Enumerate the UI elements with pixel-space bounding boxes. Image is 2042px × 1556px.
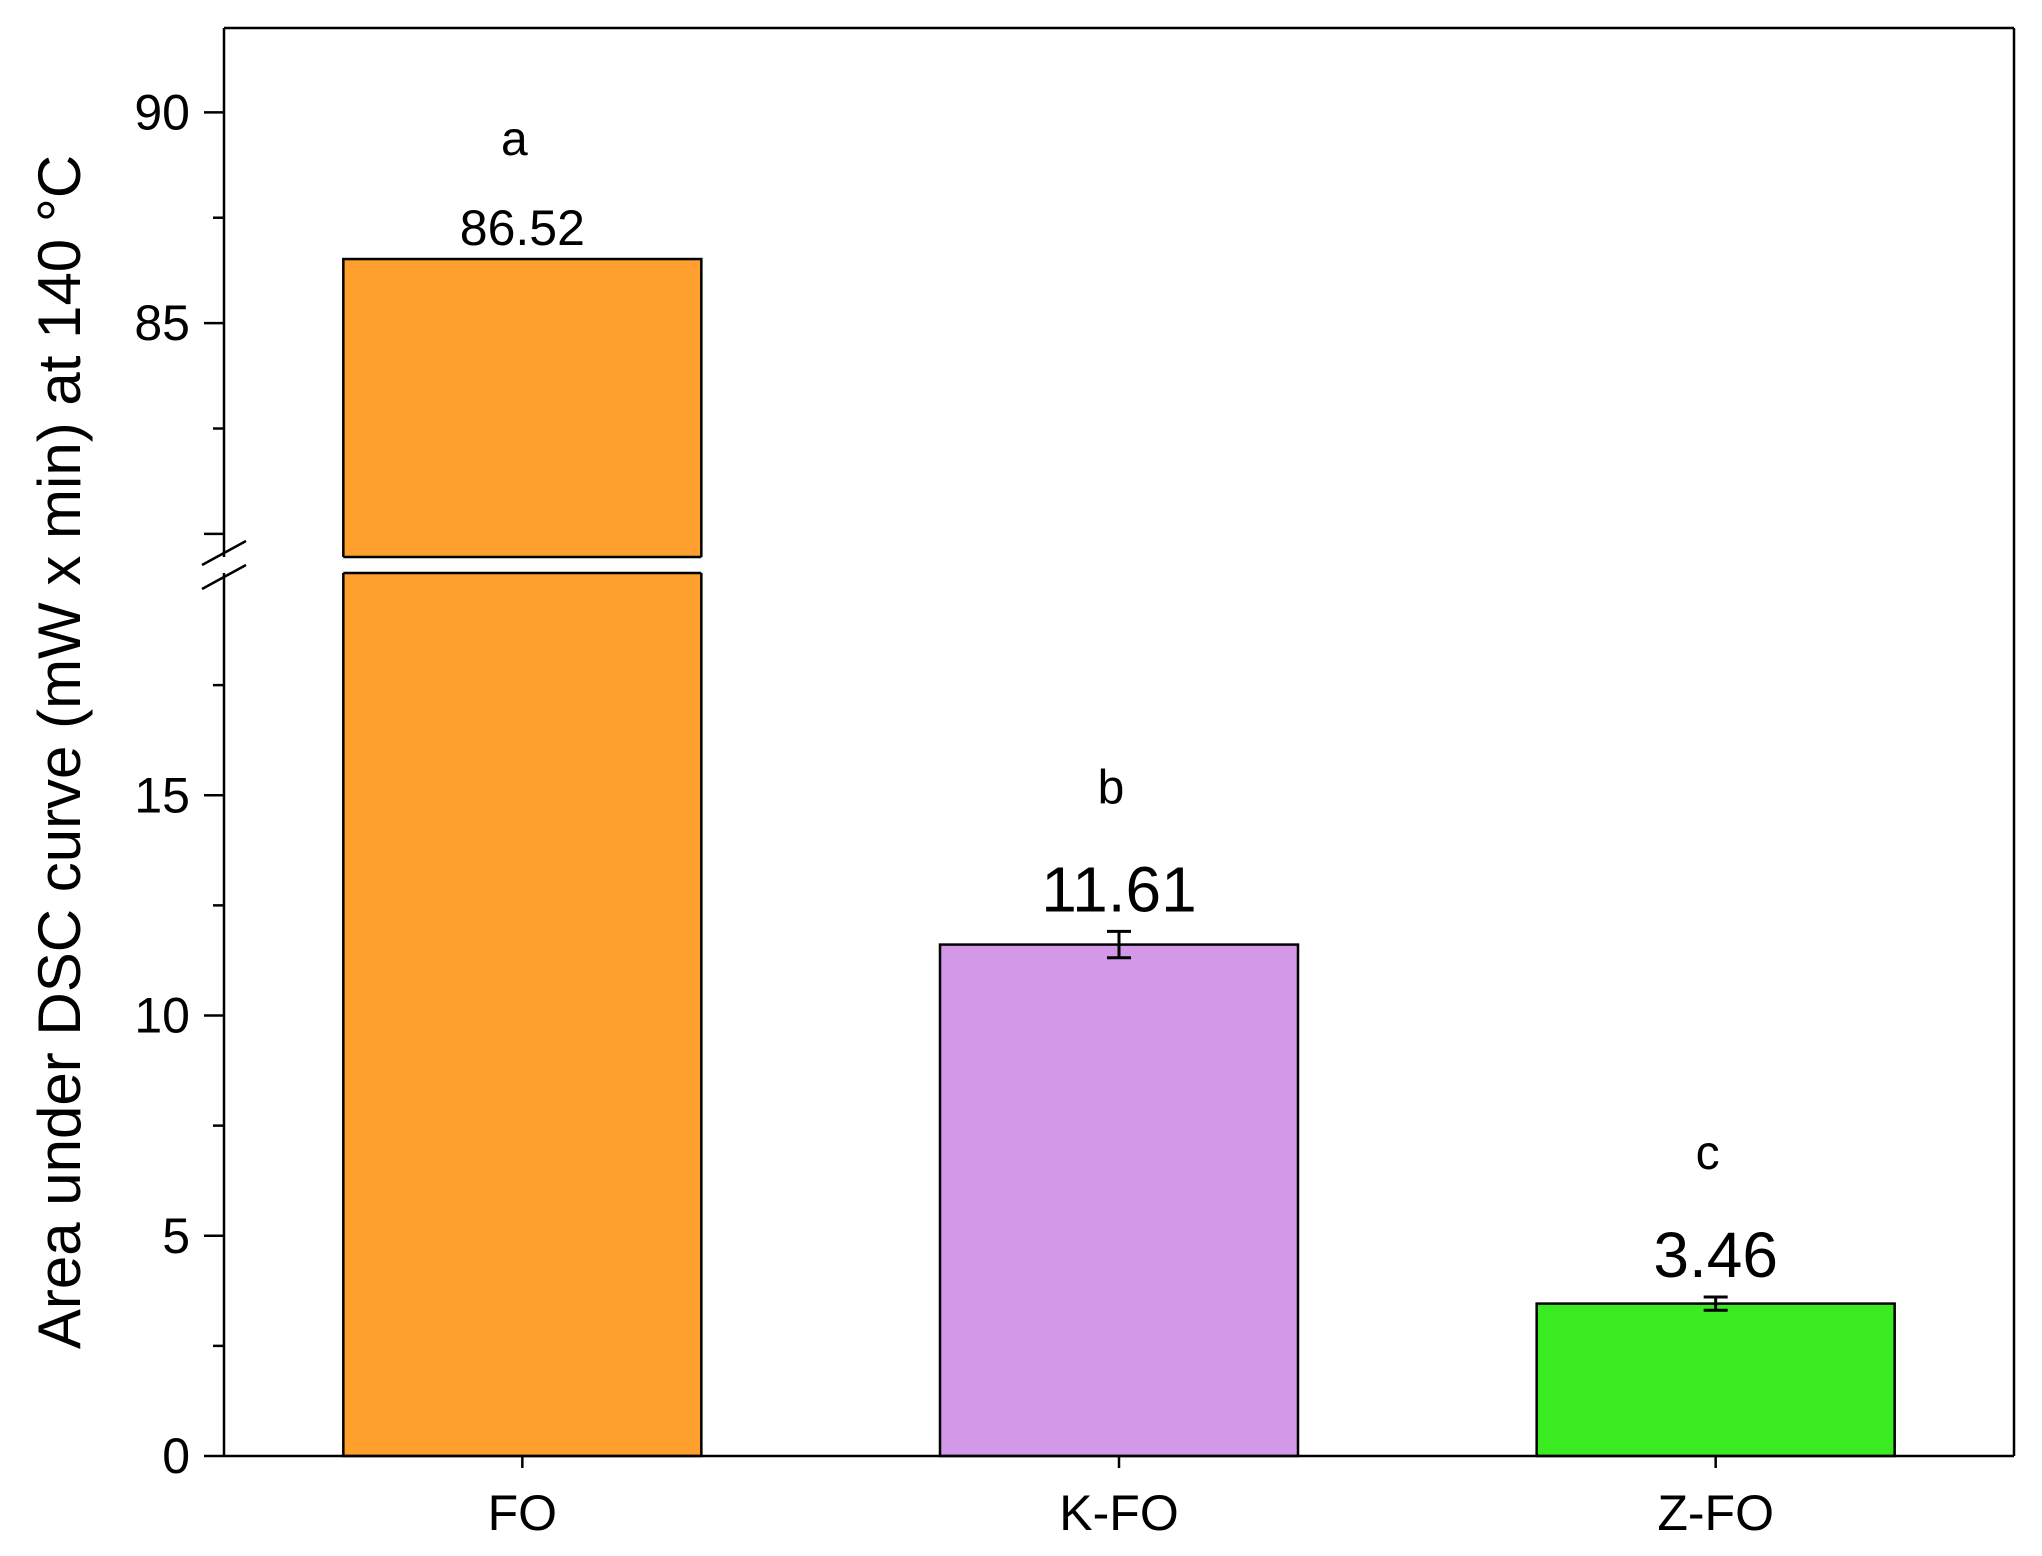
y-axis-label: Area under DSC curve (mW x min) at 140 °… — [26, 155, 93, 1349]
axis-break-gap — [144, 557, 1004, 573]
y-tick-label-15: 15 — [134, 767, 190, 823]
y-tick-label-0: 0 — [162, 1428, 190, 1484]
significance-letter-fo: a — [501, 113, 528, 166]
bar-z-fo — [1535, 1302, 1896, 1458]
x-tick-label-k-fo: K-FO — [1059, 1485, 1178, 1541]
axes-layer — [144, 26, 2016, 1468]
labels-layer: 86.52 a FO 11.61 b K-FO 3.46 c Z-FO 0 5 10 15 85 90 — [134, 84, 1778, 1541]
y-tick-label-85: 85 — [134, 295, 190, 351]
x-tick-label-fo: FO — [488, 1485, 557, 1541]
value-label-fo: 86.52 — [460, 200, 585, 256]
y-tick-label-5: 5 — [162, 1208, 190, 1264]
bar-k-fo — [938, 943, 1300, 1458]
y-tick-label-10: 10 — [134, 988, 190, 1044]
value-label-k-fo: 11.61 — [1041, 853, 1196, 925]
bar-fo — [342, 257, 703, 1458]
value-label-z-fo: 3.46 — [1653, 1219, 1778, 1291]
axis-break-mark-lower — [201, 563, 247, 591]
significance-letter-z-fo: c — [1696, 1127, 1720, 1180]
significance-letter-k-fo: b — [1098, 761, 1125, 814]
x-tick-label-z-fo: Z-FO — [1657, 1485, 1774, 1541]
bars-layer — [342, 257, 1896, 1458]
y-tick-label-90: 90 — [134, 84, 190, 140]
axis-break-mark-upper — [201, 539, 247, 567]
